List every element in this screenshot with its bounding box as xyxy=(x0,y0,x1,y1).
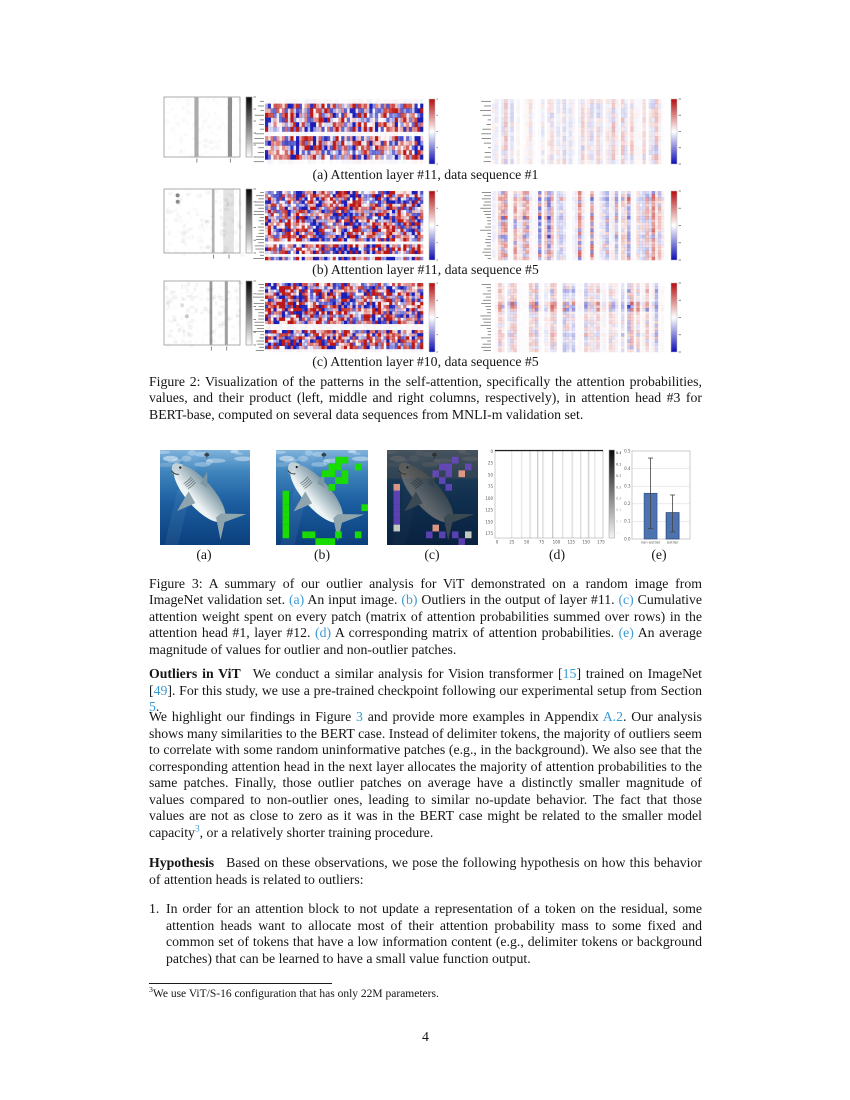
text-run: Figure 3: A summary of our outlier analy… xyxy=(149,576,702,608)
text-run: ] trained on ImageNet [ xyxy=(149,666,702,698)
text-run: Based on these observations, we pose the… xyxy=(149,855,702,887)
figure3-caption: Figure 3: A summary of our outlier analy… xyxy=(149,576,702,658)
fig2-row-c-values-heatmap xyxy=(252,280,438,356)
text-run: An average magnitude of values for outli… xyxy=(149,625,702,657)
figure2-caption: Figure 2: Visualization of the patterns … xyxy=(149,374,702,422)
footnote-marker: 3 xyxy=(149,985,153,995)
ref-link[interactable]: (d) xyxy=(315,625,332,641)
fig2-subcaption-c: (c) Attention layer #10, data sequence #… xyxy=(312,354,539,369)
text-run: We highlight our findings in Figure xyxy=(149,709,357,724)
footnote: 3We use ViT/S-16 configuration that has … xyxy=(149,985,702,1002)
fig2-row-a-values-heatmap xyxy=(252,96,438,168)
text-run: , or a relatively shorter training proce… xyxy=(199,824,434,840)
footnote-rule xyxy=(149,983,332,984)
ref-link[interactable]: 5 xyxy=(149,699,156,714)
fig2-row-b-product-heatmap xyxy=(477,188,687,264)
ref-link[interactable]: 15 xyxy=(562,666,577,681)
fig3-attention-matrix-plot xyxy=(483,448,621,549)
fig2-row-c-product-heatmap xyxy=(477,280,687,356)
text-run: and provide more examples in Appendix xyxy=(362,709,603,724)
text-run: Cumulative attention weight spent on eve… xyxy=(149,592,703,641)
list-item-number: 1. xyxy=(149,901,160,916)
text-run: Outliers in the output of layer #11. xyxy=(417,592,619,608)
run-in-heading: Hypothesis xyxy=(149,855,215,870)
fig3-label-c: (c) xyxy=(424,547,440,562)
fig3-input-image xyxy=(160,450,250,545)
text-run: A corresponding matrix of attention prob… xyxy=(331,625,619,641)
fig2-subcaption-b: (b) Attention layer #11, data sequence #… xyxy=(312,262,539,277)
hypothesis-list-item-1: 1. In order for an attention block to no… xyxy=(149,901,702,967)
paragraph-outliers-in-vit: Outliers in ViT We conduct a similar anal… xyxy=(149,666,702,716)
fig3-outliers-image xyxy=(276,450,368,545)
ref-link[interactable]: 49 xyxy=(153,682,168,698)
fig2-row-c-attention-prob-plot xyxy=(163,280,260,356)
ref-link[interactable]: (e) xyxy=(618,625,634,641)
ref-link[interactable]: A.2 xyxy=(602,709,624,724)
paragraph-hypothesis: Hypothesis Based on these observations, w… xyxy=(149,855,702,888)
footnote-text: We use ViT/S-16 configuration that has o… xyxy=(152,988,439,1000)
list-item-text: In order for an attention block to not u… xyxy=(166,901,702,966)
fig3-value-magnitude-bar-chart xyxy=(618,448,695,549)
ref-link[interactable]: (a) xyxy=(288,592,305,608)
text-run: . xyxy=(155,699,160,714)
fig2-row-b-values-heatmap xyxy=(252,188,438,264)
fig2-row-a-product-heatmap xyxy=(477,96,687,168)
fig3-label-d: (d) xyxy=(548,547,566,562)
ref-link[interactable]: (b) xyxy=(401,592,418,608)
paragraph-findings: We highlight our findings in Figure 3 an… xyxy=(149,709,702,841)
ref-link[interactable]: (c) xyxy=(618,592,634,608)
fig3-attention-weight-image xyxy=(387,450,478,545)
fig3-label-e: (e) xyxy=(651,547,667,562)
ref-link[interactable]: 3 xyxy=(194,823,200,834)
ref-link[interactable]: 3 xyxy=(356,709,363,724)
fig2-subcaption-a: (a) Attention layer #11, data sequence #… xyxy=(312,167,539,182)
fig2-row-a-attention-prob-plot xyxy=(163,96,260,168)
run-in-heading: Outliers in ViT xyxy=(149,666,241,681)
page-number: 4 xyxy=(422,1029,429,1044)
text-run: ]. For this study, we use a pre-trained … xyxy=(167,682,702,698)
text-run: An input image. xyxy=(304,592,402,608)
fig3-label-a: (a) xyxy=(196,547,212,562)
fig3-label-b: (b) xyxy=(313,547,331,562)
fig2-row-b-attention-prob-plot xyxy=(163,188,260,264)
text-run: . Our analysis shows many similarities t… xyxy=(149,709,702,840)
text-run: We conduct a similar analysis for Vision… xyxy=(252,666,563,681)
